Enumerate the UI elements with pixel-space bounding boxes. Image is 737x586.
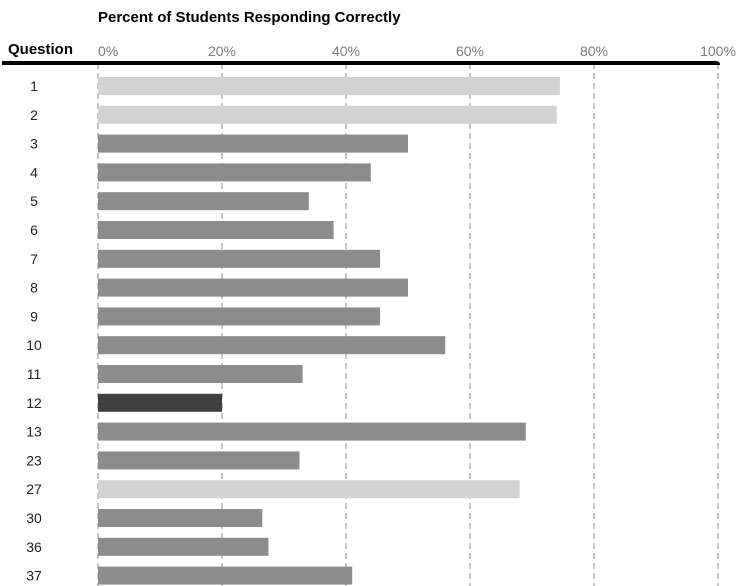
category-label: 7 [30,251,38,267]
category-label: 9 [30,308,38,324]
category-label: 11 [27,366,42,382]
category-label: 10 [26,337,42,353]
bar-question-37 [98,566,353,585]
bar-question-11 [98,365,303,383]
category-label: 23 [26,452,42,468]
category-header: Question [8,41,73,58]
bar-question-23 [98,451,300,470]
x-tick-label: 0% [98,43,118,59]
category-label: 2 [30,107,38,123]
x-tick-label: 100% [700,43,736,59]
bar-question-4 [98,163,371,182]
category-label: 1 [30,78,38,94]
bar-question-27 [98,480,520,499]
category-label: 30 [26,510,42,526]
bar-question-10 [98,336,446,355]
bar-question-7 [98,249,381,268]
chart-title: Percent of Students Responding Correctly [98,9,401,26]
x-tick-label: 20% [208,43,236,59]
bar-question-9 [98,307,381,326]
category-label: 12 [26,395,42,411]
bar-question-3 [98,134,408,153]
bar-question-8 [98,278,408,297]
category-label: 13 [26,424,42,440]
category-label: 3 [30,136,38,152]
x-axis-ticks: 0% 20% 40% 60% 80% 100% [98,43,736,59]
x-tick-label: 60% [456,43,484,59]
category-label: 6 [30,222,38,238]
category-label: 4 [30,164,38,180]
category-label: 8 [30,280,38,296]
bar-question-13 [98,422,526,441]
bar-question-6 [98,221,334,239]
bars [98,77,560,585]
bar-question-5 [98,192,309,211]
category-label: 36 [26,539,42,555]
bar-question-12 [98,393,222,412]
category-label: 27 [26,481,42,497]
bar-question-30 [98,509,263,527]
bar-question-1 [98,77,560,95]
bar-question-36 [98,537,269,556]
x-tick-label: 80% [580,43,608,59]
category-label: 37 [26,568,42,584]
category-label: 5 [30,193,38,209]
x-tick-label: 40% [332,43,360,59]
top-axis-line [2,61,720,66]
bar-question-2 [98,105,557,124]
